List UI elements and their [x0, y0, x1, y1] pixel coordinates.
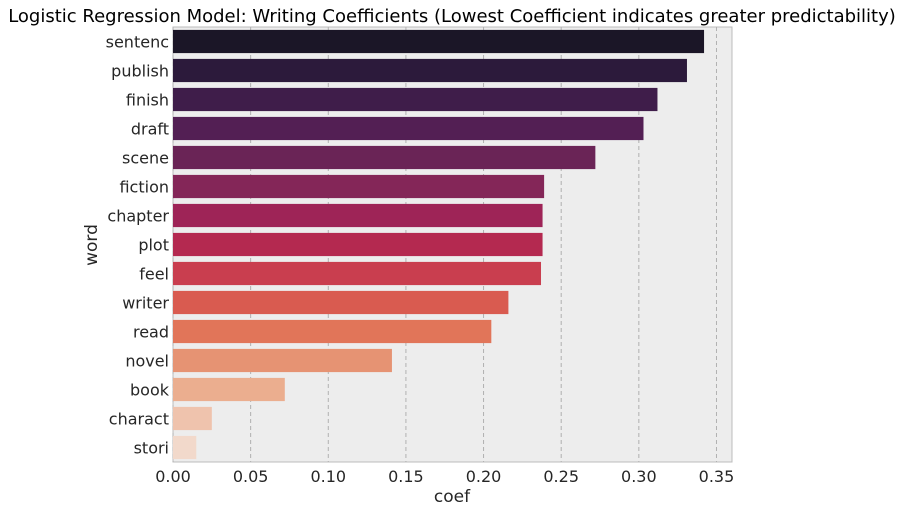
bar-fiction [173, 174, 545, 199]
bar-writer [173, 290, 509, 315]
x-tick-label: 0.35 [699, 467, 735, 486]
x-tick-label: 0.00 [155, 467, 191, 486]
bar-feel [173, 261, 542, 286]
bar-novel [173, 348, 392, 373]
y-tick-label: chapter [107, 207, 169, 226]
bar-draft [173, 116, 644, 141]
x-tick-labels: 0.00 0.05 0.10 0.15 0.20 0.25 0.30 0.35 [155, 467, 734, 486]
bar-scene [173, 145, 596, 170]
bar-stori [173, 435, 197, 460]
bars [173, 29, 705, 460]
y-tick-label: charact [109, 410, 169, 429]
y-tick-label: finish [126, 91, 169, 110]
x-tick-label: 0.25 [543, 467, 579, 486]
y-tick-label: read [133, 323, 169, 342]
y-tick-label: stori [134, 439, 169, 458]
bar-chapter [173, 203, 543, 228]
y-tick-label: book [130, 381, 170, 400]
y-tick-label: publish [111, 62, 169, 81]
y-tick-label: novel [125, 352, 169, 371]
chart-title: Logistic Regression Model: Writing Coeff… [8, 6, 896, 27]
y-tick-label: sentenc [106, 33, 169, 52]
bar-finish [173, 87, 658, 112]
bar-plot [173, 232, 543, 257]
bar-publish [173, 58, 687, 83]
y-tick-label: fiction [119, 178, 169, 197]
bar-book [173, 377, 285, 402]
x-tick-label: 0.20 [466, 467, 502, 486]
bar-sentenc [173, 29, 705, 54]
x-tick-label: 0.10 [310, 467, 346, 486]
bar-charact [173, 406, 212, 431]
y-tick-label: writer [122, 294, 169, 313]
y-tick-labels: sentenc publish finish draft scene fiction cha… [106, 33, 170, 458]
y-axis-label: word [82, 224, 102, 266]
y-tick-label: scene [122, 149, 169, 168]
y-tick-label: draft [131, 120, 169, 139]
bar-read [173, 319, 492, 344]
x-tick-label: 0.30 [621, 467, 657, 486]
y-tick-label: feel [139, 265, 169, 284]
x-axis-label: coef [434, 487, 471, 507]
y-tick-label: plot [138, 236, 169, 255]
x-tick-label: 0.05 [233, 467, 269, 486]
x-tick-label: 0.15 [388, 467, 424, 486]
